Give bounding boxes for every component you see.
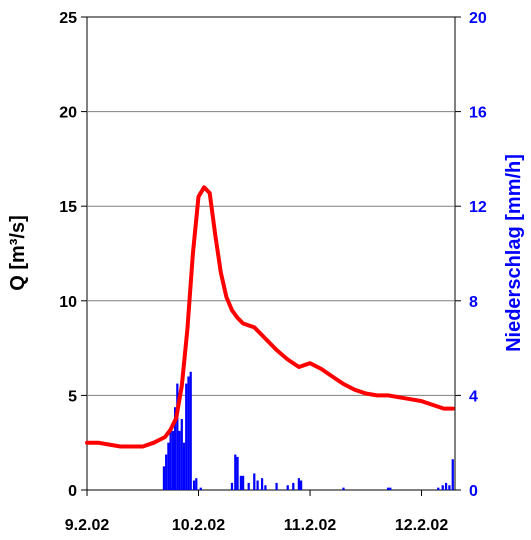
rainfall-bar (176, 383, 179, 490)
rainfall-bar (236, 456, 239, 490)
rainfall-bar (239, 475, 243, 490)
rainfall-bar (178, 430, 181, 490)
left-tick-label: 0 (68, 483, 77, 500)
rainfall-bar (230, 482, 234, 490)
rainfall-bar (260, 478, 264, 490)
rainfall-bar (253, 473, 256, 490)
rainfall-bar (386, 487, 390, 490)
rainfall-bar (297, 478, 300, 490)
rainfall-bar (195, 478, 198, 490)
rainfall-bar (169, 430, 172, 490)
rainfall-bar (342, 487, 345, 490)
rainfall-bar (437, 487, 440, 490)
rainfall-bar (242, 475, 245, 490)
discharge-line (85, 185, 455, 449)
rainfall-bar (173, 407, 177, 490)
rainfall-bar (292, 482, 295, 490)
x-tick-label: 12.2.02 (395, 517, 448, 534)
rainfall-bars (162, 371, 454, 490)
discharge-line-group (85, 185, 455, 449)
left-tick-label: 15 (59, 199, 77, 216)
right-axis-ticks: 0 4 8 12 16 20 (469, 10, 487, 500)
rainfall-bar (389, 487, 392, 490)
rainfall-bar (247, 482, 250, 490)
y-left-axis-title: Q [m³/s] (7, 215, 29, 291)
rainfall-bar (162, 466, 166, 490)
x-tick-label: 9.2.02 (65, 517, 110, 534)
axes (81, 16, 461, 496)
x-tick-label: 10.2.02 (172, 517, 225, 534)
rainfall-bar (167, 442, 170, 490)
x-axis-ticks: 9.2.02 10.2.02 11.2.02 12.2.02 (65, 517, 449, 534)
rainfall-bar (189, 371, 192, 490)
left-tick-label: 5 (68, 388, 77, 405)
right-tick-label: 12 (469, 199, 487, 216)
rainfall-bar (192, 480, 196, 490)
rainfall-bar (256, 480, 259, 490)
y-right-axis-title: Niederschlag [mm/h] (503, 154, 525, 352)
left-tick-label: 10 (59, 294, 77, 311)
x-tick-label: 11.2.02 (284, 517, 337, 534)
right-tick-label: 0 (469, 483, 478, 500)
rainfall-bar (234, 454, 237, 490)
left-axis-ticks: 0 5 10 15 20 25 (59, 10, 77, 500)
rainfall-bar (264, 485, 267, 490)
rainfall-bar (441, 485, 444, 490)
rainfall-bar (185, 383, 188, 490)
right-tick-label: 20 (469, 10, 487, 27)
right-tick-label: 4 (469, 388, 478, 405)
right-tick-label: 8 (469, 294, 478, 311)
rainfall-bar (199, 487, 202, 490)
rainfall-bar (187, 376, 190, 490)
rainfall-bar (171, 430, 174, 490)
rainfall-bar (286, 485, 289, 490)
rainfall-bar (182, 442, 186, 490)
rainfall-bar (444, 482, 448, 490)
rainfall-bar (448, 485, 451, 490)
rainfall-bar (299, 480, 303, 490)
plot-area (86, 16, 456, 491)
left-tick-label: 25 (59, 10, 77, 27)
right-tick-label: 16 (469, 105, 487, 122)
rainfall-bar (180, 419, 183, 490)
rainfall-bar (451, 459, 454, 490)
left-tick-label: 20 (59, 105, 77, 122)
rainfall-bar (275, 482, 278, 490)
rainfall-bar (165, 454, 168, 490)
